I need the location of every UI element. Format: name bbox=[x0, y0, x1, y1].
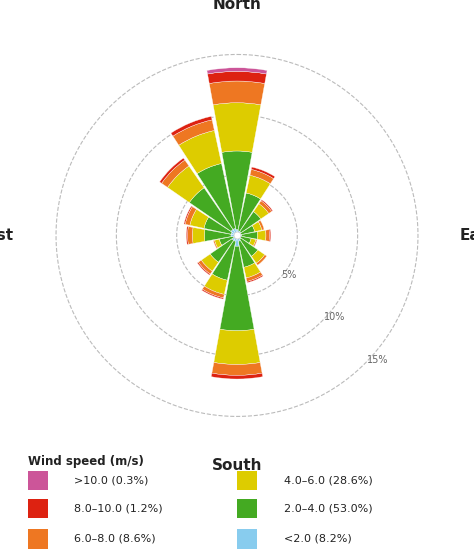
Text: West: West bbox=[0, 228, 14, 243]
Text: 2.0–4.0 (53.0%): 2.0–4.0 (53.0%) bbox=[284, 504, 373, 514]
Bar bbox=[237, 235, 240, 238]
Bar bbox=[197, 262, 210, 275]
Bar bbox=[160, 158, 185, 183]
Bar bbox=[222, 151, 252, 229]
Bar bbox=[198, 260, 212, 274]
Bar bbox=[246, 272, 263, 281]
Bar bbox=[234, 235, 237, 242]
Bar bbox=[259, 201, 272, 213]
Text: 10%: 10% bbox=[324, 312, 346, 322]
Bar bbox=[201, 254, 219, 271]
Bar bbox=[219, 236, 234, 245]
Bar bbox=[213, 240, 218, 249]
Bar bbox=[252, 222, 262, 232]
Bar bbox=[236, 229, 238, 235]
Bar bbox=[244, 263, 261, 278]
Bar bbox=[210, 239, 234, 262]
Bar bbox=[249, 239, 256, 246]
Bar bbox=[240, 236, 251, 243]
Text: East: East bbox=[460, 228, 474, 243]
Bar bbox=[202, 286, 224, 298]
Bar bbox=[251, 250, 265, 263]
Bar bbox=[254, 204, 269, 219]
Bar bbox=[27, 499, 47, 519]
Bar bbox=[208, 71, 266, 84]
Text: <2.0 (8.2%): <2.0 (8.2%) bbox=[284, 534, 352, 544]
Bar bbox=[237, 529, 257, 548]
Text: North: North bbox=[212, 0, 262, 13]
Text: 15%: 15% bbox=[367, 355, 388, 365]
Bar bbox=[237, 233, 240, 235]
Bar bbox=[215, 239, 222, 248]
Bar bbox=[253, 239, 257, 247]
Bar bbox=[214, 329, 260, 365]
Bar bbox=[234, 235, 237, 238]
Bar bbox=[207, 68, 267, 74]
Text: 4.0–6.0 (28.6%): 4.0–6.0 (28.6%) bbox=[284, 475, 373, 485]
Bar bbox=[209, 81, 265, 105]
Bar bbox=[237, 235, 241, 239]
Bar bbox=[186, 227, 188, 244]
Bar bbox=[162, 160, 189, 187]
Bar bbox=[265, 229, 270, 242]
Bar bbox=[237, 471, 257, 490]
Bar bbox=[240, 225, 255, 235]
Bar bbox=[261, 200, 273, 212]
Bar bbox=[237, 235, 240, 242]
Bar bbox=[213, 102, 261, 152]
Bar bbox=[238, 193, 261, 232]
Text: 5%: 5% bbox=[282, 270, 297, 280]
Bar bbox=[231, 234, 237, 237]
Bar bbox=[201, 289, 224, 299]
Bar bbox=[190, 209, 209, 228]
Bar bbox=[233, 228, 237, 235]
Bar bbox=[167, 166, 204, 203]
Bar bbox=[204, 229, 231, 242]
Bar bbox=[171, 116, 212, 136]
Bar bbox=[189, 188, 233, 232]
Bar bbox=[184, 206, 192, 224]
Text: >10.0 (0.3%): >10.0 (0.3%) bbox=[74, 475, 149, 485]
Bar bbox=[204, 217, 232, 234]
Bar bbox=[235, 235, 239, 247]
Bar bbox=[237, 499, 257, 519]
Bar bbox=[197, 163, 236, 229]
Bar bbox=[212, 362, 262, 376]
Text: 6.0–8.0 (8.6%): 6.0–8.0 (8.6%) bbox=[74, 534, 156, 544]
Bar bbox=[192, 228, 205, 243]
Bar bbox=[247, 275, 263, 283]
Bar bbox=[220, 246, 254, 331]
Bar bbox=[238, 240, 255, 267]
Bar bbox=[237, 230, 240, 235]
Text: Wind speed (m/s): Wind speed (m/s) bbox=[27, 455, 144, 468]
Bar bbox=[27, 471, 47, 490]
Bar bbox=[185, 207, 196, 225]
Bar bbox=[242, 232, 257, 239]
Bar bbox=[231, 229, 237, 235]
Bar bbox=[240, 238, 258, 257]
Bar bbox=[258, 220, 264, 230]
Bar bbox=[240, 212, 261, 233]
Bar bbox=[246, 175, 270, 199]
Bar bbox=[237, 234, 242, 237]
Bar bbox=[188, 227, 193, 244]
Bar bbox=[212, 240, 236, 280]
Bar bbox=[231, 232, 237, 235]
Bar bbox=[232, 235, 237, 240]
Bar bbox=[204, 274, 228, 294]
Bar bbox=[179, 131, 221, 173]
Bar bbox=[211, 373, 263, 379]
Bar bbox=[256, 255, 267, 265]
Text: 8.0–10.0 (1.2%): 8.0–10.0 (1.2%) bbox=[74, 504, 163, 514]
Bar bbox=[237, 232, 241, 235]
Bar bbox=[251, 167, 275, 179]
Bar bbox=[27, 529, 47, 548]
Text: South: South bbox=[212, 458, 262, 474]
Bar bbox=[269, 229, 271, 242]
Bar bbox=[250, 170, 273, 184]
Bar bbox=[173, 120, 214, 145]
Bar bbox=[257, 230, 266, 240]
